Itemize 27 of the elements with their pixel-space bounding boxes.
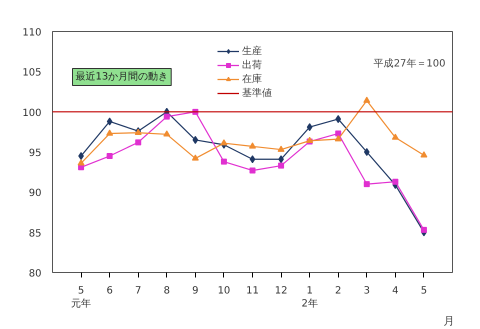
y-tick-label: 85 [28, 228, 42, 240]
x-tick-label: 5 [420, 286, 428, 296]
x-tick-label: 7 [135, 286, 142, 296]
x-tick-label: 12 [274, 286, 288, 296]
x-tick-label: 1 2年 [301, 286, 318, 310]
text: 最近13か月間の動き [76, 70, 168, 82]
x-tick-label: 11 [246, 286, 259, 296]
x-tick-label: 8 [164, 286, 170, 296]
x-tick-label: 3 [364, 286, 370, 296]
x-tick-label: 2 [335, 286, 342, 296]
x-tick-label: 10 [218, 286, 230, 296]
x-tick-label: 5 元年 [71, 286, 92, 310]
text: 平成27年＝100 [374, 58, 446, 70]
legend-label: 基準値 [242, 86, 272, 100]
y-tick-label: 90 [28, 188, 42, 200]
x-axis-title: 月 [444, 314, 454, 328]
x-tick-label: 6 [106, 286, 113, 296]
legend-label: 出荷 [242, 58, 262, 72]
x-tick-label: 9 [192, 286, 199, 296]
legend-label: 在庫 [242, 72, 262, 86]
x-tick-label: 4 [392, 286, 399, 296]
legend-label: 生産 [242, 44, 262, 58]
y-tick-label: 100 [22, 108, 42, 119]
y-tick-label: 110 [22, 28, 42, 38]
y-tick-label: 105 [22, 68, 42, 79]
y-tick-label: 95 [28, 148, 42, 159]
y-tick-label: 80 [28, 268, 42, 280]
